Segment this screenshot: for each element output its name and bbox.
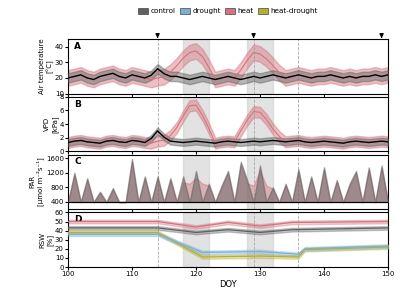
Bar bbox=[183, 154, 209, 209]
Text: B: B bbox=[74, 100, 81, 109]
X-axis label: DOY: DOY bbox=[219, 280, 237, 289]
Text: C: C bbox=[74, 158, 81, 166]
Bar bbox=[183, 39, 209, 94]
Y-axis label: RSW
[%]: RSW [%] bbox=[40, 232, 54, 248]
Text: D: D bbox=[74, 215, 82, 224]
Y-axis label: Air temperature
[°C]: Air temperature [°C] bbox=[39, 38, 54, 94]
Bar bbox=[247, 39, 273, 94]
Y-axis label: VPD
[kPa]: VPD [kPa] bbox=[44, 115, 58, 133]
Bar bbox=[247, 154, 273, 209]
Legend: control, drought, heat, heat-drought: control, drought, heat, heat-drought bbox=[136, 5, 320, 17]
Y-axis label: PAR
[μmol m⁻²s⁻¹]: PAR [μmol m⁻²s⁻¹] bbox=[30, 158, 44, 206]
Bar bbox=[183, 212, 209, 267]
Text: A: A bbox=[74, 42, 82, 51]
Bar bbox=[247, 97, 273, 152]
Bar bbox=[183, 97, 209, 152]
Bar bbox=[247, 212, 273, 267]
